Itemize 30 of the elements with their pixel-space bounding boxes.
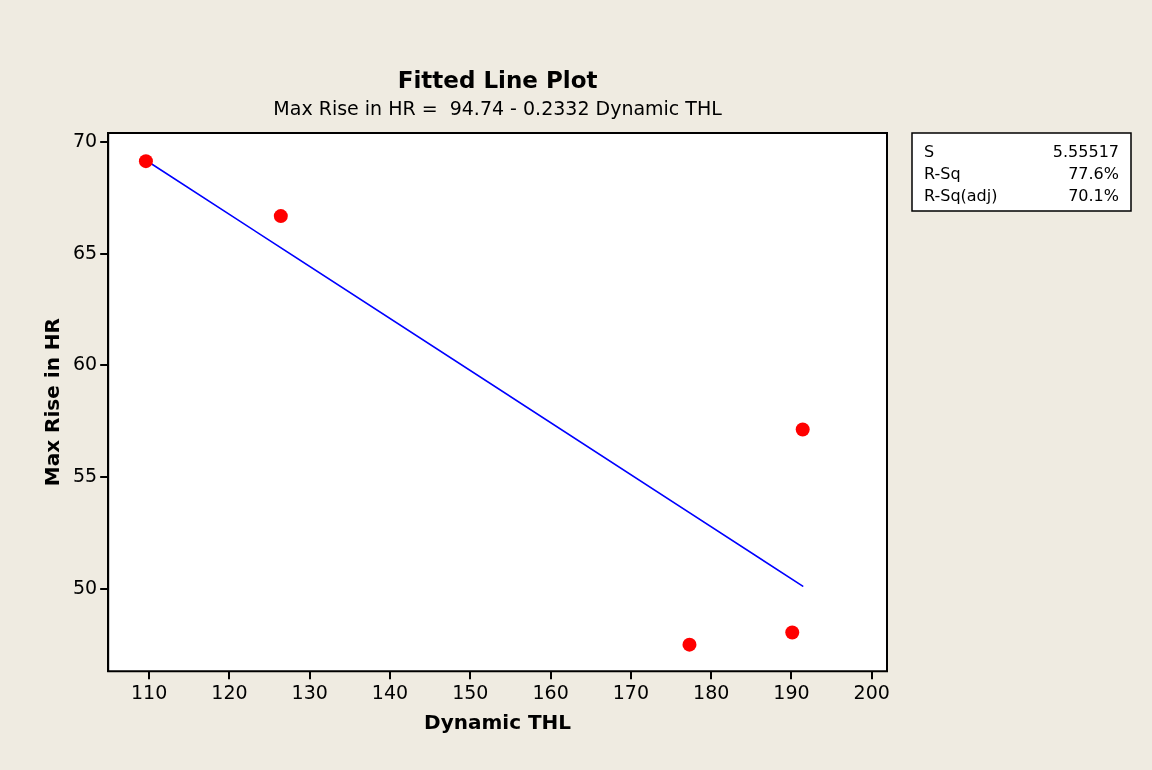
- y-tick-label: 55: [72, 463, 98, 486]
- y-tick-label: 60: [72, 352, 98, 375]
- y-tick-label: 65: [72, 240, 98, 263]
- y-tick-label: 70: [72, 128, 98, 151]
- x-axis-title: Dynamic THL: [424, 710, 572, 735]
- x-tick-label: 130: [291, 680, 328, 703]
- text: 5.55517: [1052, 142, 1119, 161]
- text: 70.1%: [1068, 186, 1119, 205]
- point: [273, 209, 288, 224]
- x-tick-label: 150: [452, 680, 489, 703]
- chart-title: Fitted Line Plot: [397, 67, 598, 93]
- text: R-Sq(adj): [924, 186, 998, 205]
- point: [682, 637, 697, 652]
- point: [785, 625, 800, 640]
- x-tick-label: 180: [693, 680, 730, 703]
- point: [138, 154, 153, 169]
- text: 77.6%: [1068, 164, 1119, 183]
- point: [795, 422, 810, 437]
- x-tick-label: 120: [211, 680, 248, 703]
- x-tick-label: 110: [130, 680, 168, 703]
- text: S: [924, 142, 935, 161]
- x-tick-label: 140: [371, 680, 409, 703]
- x-tick-label: 200: [853, 680, 890, 703]
- x-tick-label: 190: [773, 680, 810, 703]
- y-axis-title: Max Rise in HR: [40, 318, 65, 487]
- x-tick-label: 170: [612, 680, 649, 703]
- y-tick-label: 50: [72, 575, 98, 598]
- text: R-Sq: [924, 164, 961, 183]
- x-tick-label: 160: [532, 680, 569, 703]
- chart-subtitle: Max Rise in HR = 94.74 - 0.2332 Dynamic THL: [273, 97, 723, 119]
